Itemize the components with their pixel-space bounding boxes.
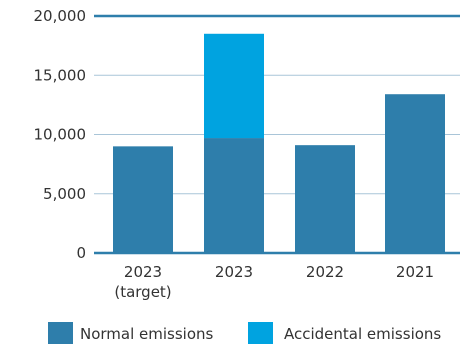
bar-normal-1 — [204, 138, 264, 253]
y-tick-label: 5,000 — [43, 185, 86, 203]
legend: Normal emissions Accidental emissions — [48, 322, 441, 344]
y-tick-label: 0 — [76, 244, 86, 262]
y-axis-tick-labels: 0 5,000 10,000 15,000 20,000 — [34, 7, 87, 262]
bars — [113, 33, 445, 254]
y-tick-label: 15,000 — [34, 66, 87, 84]
x-category-sublabel: (target) — [114, 283, 171, 301]
bar-normal-0 — [113, 146, 173, 253]
x-category-label: 2023 — [215, 263, 253, 281]
bar-accidental-1 — [204, 33, 264, 139]
bar-normal-2 — [295, 145, 355, 253]
legend-swatch-accidental — [248, 322, 273, 344]
legend-label-accidental: Accidental emissions — [284, 325, 441, 343]
y-tick-label: 20,000 — [34, 7, 87, 25]
x-category-label: 2023 — [124, 263, 162, 281]
legend-label-normal: Normal emissions — [80, 325, 214, 343]
x-category-label: 2022 — [306, 263, 344, 281]
y-tick-label: 10,000 — [34, 126, 87, 144]
x-axis-category-labels: 2023 (target) 2023 2022 2021 — [114, 263, 434, 301]
bar-normal-3 — [385, 94, 445, 254]
legend-swatch-normal — [48, 322, 73, 344]
x-category-label: 2021 — [396, 263, 434, 281]
